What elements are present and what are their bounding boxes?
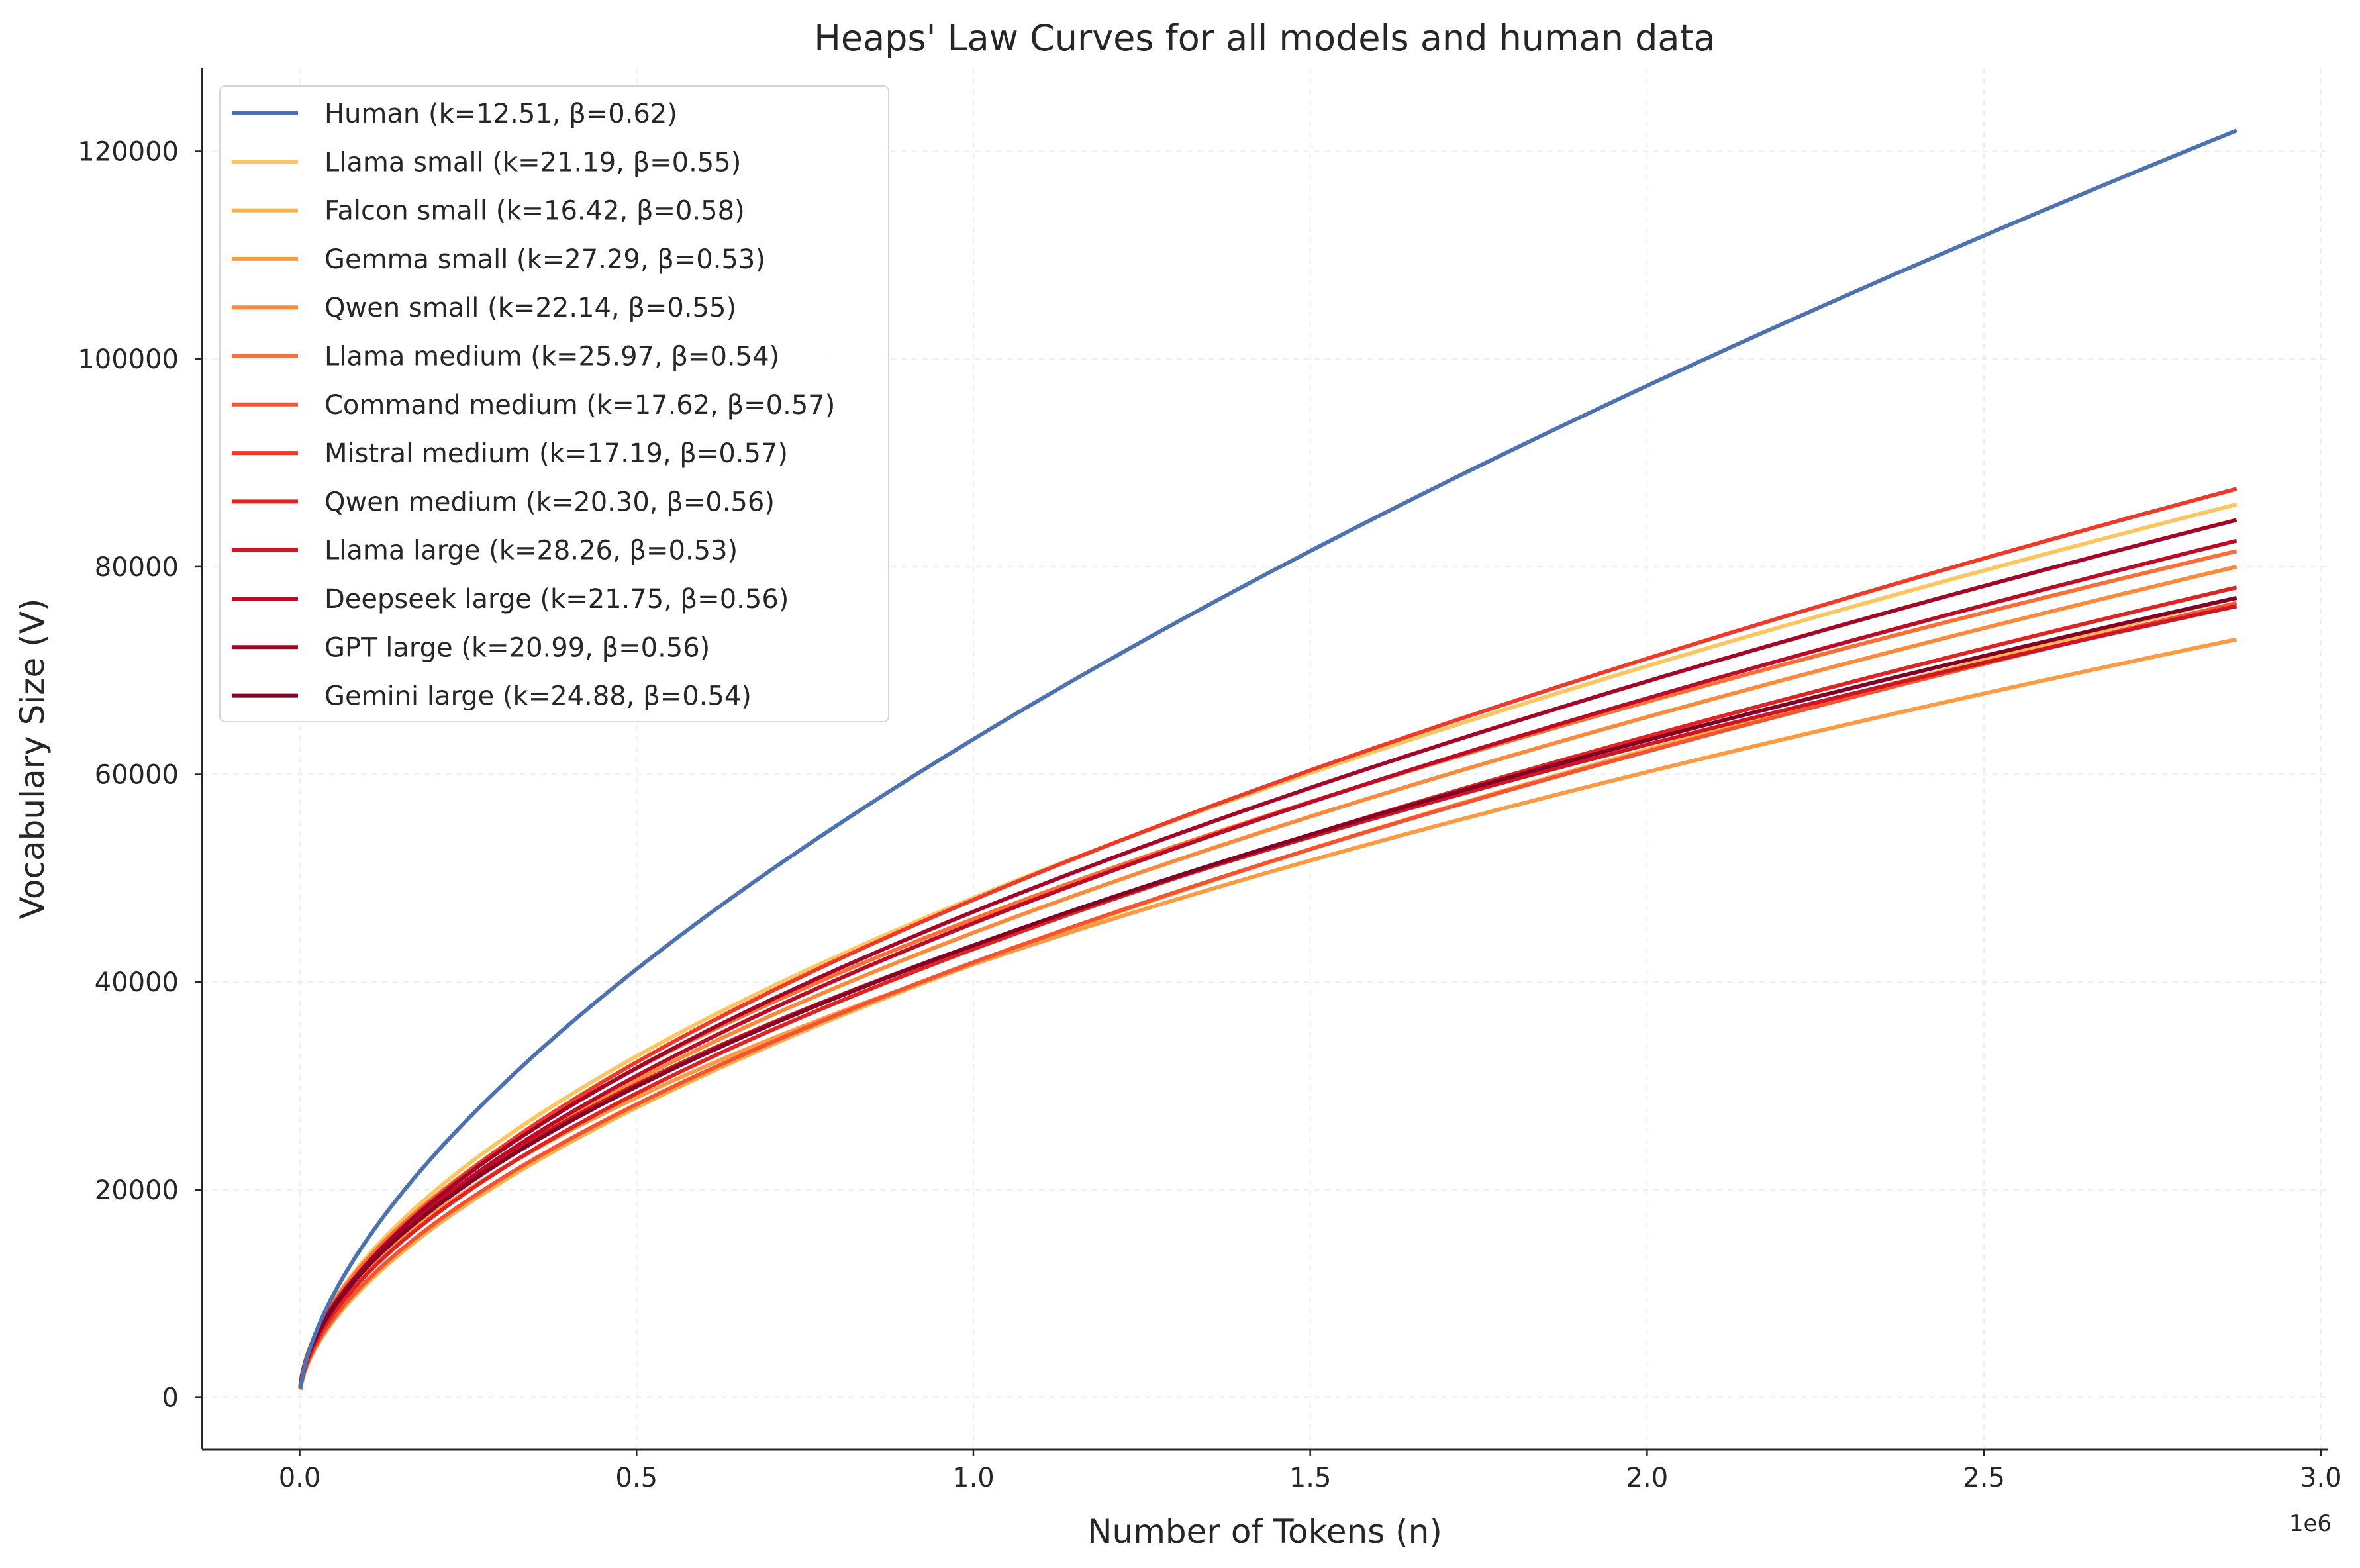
x-offset-label: 1e6 bbox=[2289, 1510, 2332, 1537]
x-tick-label: 2.5 bbox=[1963, 1463, 2005, 1493]
y-tick-label: 80000 bbox=[95, 552, 179, 583]
axes bbox=[201, 68, 2328, 1451]
legend-label-qwen-small: Qwen small (k=22.14, β=0.55) bbox=[324, 293, 736, 323]
x-tick-label: 0.0 bbox=[279, 1463, 321, 1493]
x-axis-label: Number of Tokens (n) bbox=[1087, 1512, 1442, 1551]
ticks: 0.0 0.5 1.0 1.5 2.0 2.5 3.0 0 20000 40000 60000 800… bbox=[77, 136, 2341, 1493]
legend-label-command-medium: Command medium (k=17.62, β=0.57) bbox=[324, 390, 835, 420]
legend-label-deepseek-large: Deepseek large (k=21.75, β=0.56) bbox=[324, 584, 789, 614]
chart-title: Heaps' Law Curves for all models and hum… bbox=[814, 17, 1716, 59]
legend-entries: Human (k=12.51, β=0.62) Llama small (k=21… bbox=[232, 99, 835, 712]
y-tick-label: 40000 bbox=[95, 967, 179, 998]
legend-label-qwen-medium: Qwen medium (k=20.30, β=0.56) bbox=[324, 487, 775, 517]
legend-label-llama-medium: Llama medium (k=25.97, β=0.54) bbox=[324, 342, 779, 372]
y-tick-label: 20000 bbox=[95, 1175, 179, 1206]
x-tick-label: 0.5 bbox=[615, 1463, 658, 1493]
x-tick-label: 3.0 bbox=[2300, 1463, 2342, 1493]
legend-label-human: Human (k=12.51, β=0.62) bbox=[324, 99, 677, 129]
legend-frame bbox=[219, 85, 889, 722]
legend-label-mistral-medium: Mistral medium (k=17.19, β=0.57) bbox=[324, 438, 788, 469]
legend-label-gpt-large: GPT large (k=20.99, β=0.56) bbox=[324, 632, 710, 663]
series-line-gemini-large bbox=[298, 595, 2237, 1389]
x-tick-label: 1.5 bbox=[1289, 1463, 1332, 1493]
legend-label-llama-large: Llama large (k=28.26, β=0.53) bbox=[324, 536, 738, 566]
series-line-human bbox=[298, 128, 2237, 1391]
y-axis-label: Vocabulary Size (V) bbox=[13, 599, 52, 920]
series-line-gemma-small bbox=[298, 637, 2237, 1389]
y-tick-label: 100000 bbox=[77, 344, 179, 375]
y-tick-label: 120000 bbox=[77, 136, 179, 167]
legend: Human (k=12.51, β=0.62) Llama small (k=21… bbox=[219, 85, 889, 722]
legend-label-llama-small: Llama small (k=21.19, β=0.55) bbox=[324, 147, 741, 177]
series-lines bbox=[298, 128, 2237, 1392]
x-tick-label: 1.0 bbox=[952, 1463, 995, 1493]
x-tick-label: 2.0 bbox=[1626, 1463, 1669, 1493]
series-line-llama-large bbox=[298, 604, 2237, 1388]
y-tick-label: 60000 bbox=[95, 760, 179, 791]
y-tick-label: 0 bbox=[162, 1383, 179, 1414]
series-line-llama-medium bbox=[298, 549, 2237, 1388]
legend-label-gemma-small: Gemma small (k=27.29, β=0.53) bbox=[324, 244, 765, 275]
legend-label-falcon-small: Falcon small (k=16.42, β=0.58) bbox=[324, 196, 745, 226]
legend-label-gemini-large: Gemini large (k=24.88, β=0.54) bbox=[324, 681, 752, 712]
series-line-command-medium bbox=[298, 601, 2237, 1391]
series-line-qwen-medium bbox=[298, 585, 2237, 1391]
